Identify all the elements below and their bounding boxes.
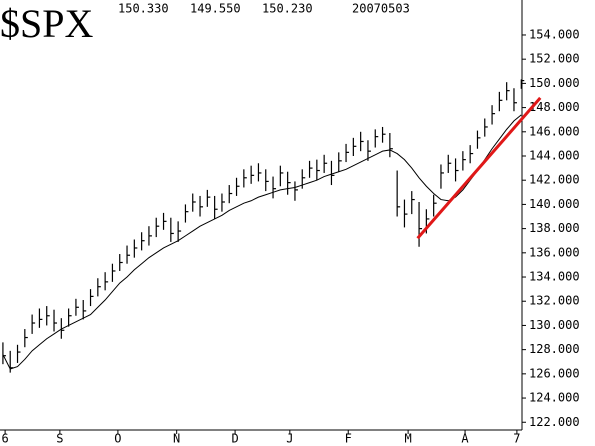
x-tick-label: O (114, 432, 121, 446)
y-tick-label: 154.000 (529, 27, 580, 41)
y-tick-label: 128.000 (529, 342, 580, 356)
x-tick-label: M (404, 432, 411, 446)
y-tick-label: 130.000 (529, 318, 580, 332)
y-tick-label: 122.000 (529, 415, 580, 429)
y-tick-label: 126.000 (529, 366, 580, 380)
y-tick-label: 142.000 (529, 173, 580, 187)
x-tick-label: D (231, 432, 238, 446)
trendline (416, 96, 542, 240)
x-tick-label: A (461, 432, 469, 446)
y-tick-label: 132.000 (529, 294, 580, 308)
header-date: 20070503 (352, 2, 410, 16)
y-tick-label: 134.000 (529, 270, 580, 284)
x-tick-label: 6 (1, 432, 8, 446)
y-tick-label: 138.000 (529, 221, 580, 235)
y-tick-label: 140.000 (529, 197, 580, 211)
y-tick-label: 146.000 (529, 124, 580, 138)
x-tick-label: N (173, 432, 180, 446)
moving-average (2, 114, 522, 370)
y-tick-label: 124.000 (529, 391, 580, 405)
x-tick-label: 7 (513, 432, 520, 446)
header-low: 149.550 (190, 2, 241, 16)
x-tick-label: F (345, 432, 352, 446)
x-tick-label: S (56, 432, 63, 446)
x-tick-label: J (286, 432, 293, 446)
y-tick-label: 144.000 (529, 149, 580, 163)
y-tick-label: 136.000 (529, 245, 580, 259)
header-close: 150.230 (262, 2, 313, 16)
y-tick-label: 150.000 (529, 76, 580, 90)
header-high: 150.330 (118, 2, 169, 16)
y-tick-label: 152.000 (529, 52, 580, 66)
chart-title: $SPX (0, 1, 93, 46)
y-tick-label: 148.000 (529, 100, 580, 114)
